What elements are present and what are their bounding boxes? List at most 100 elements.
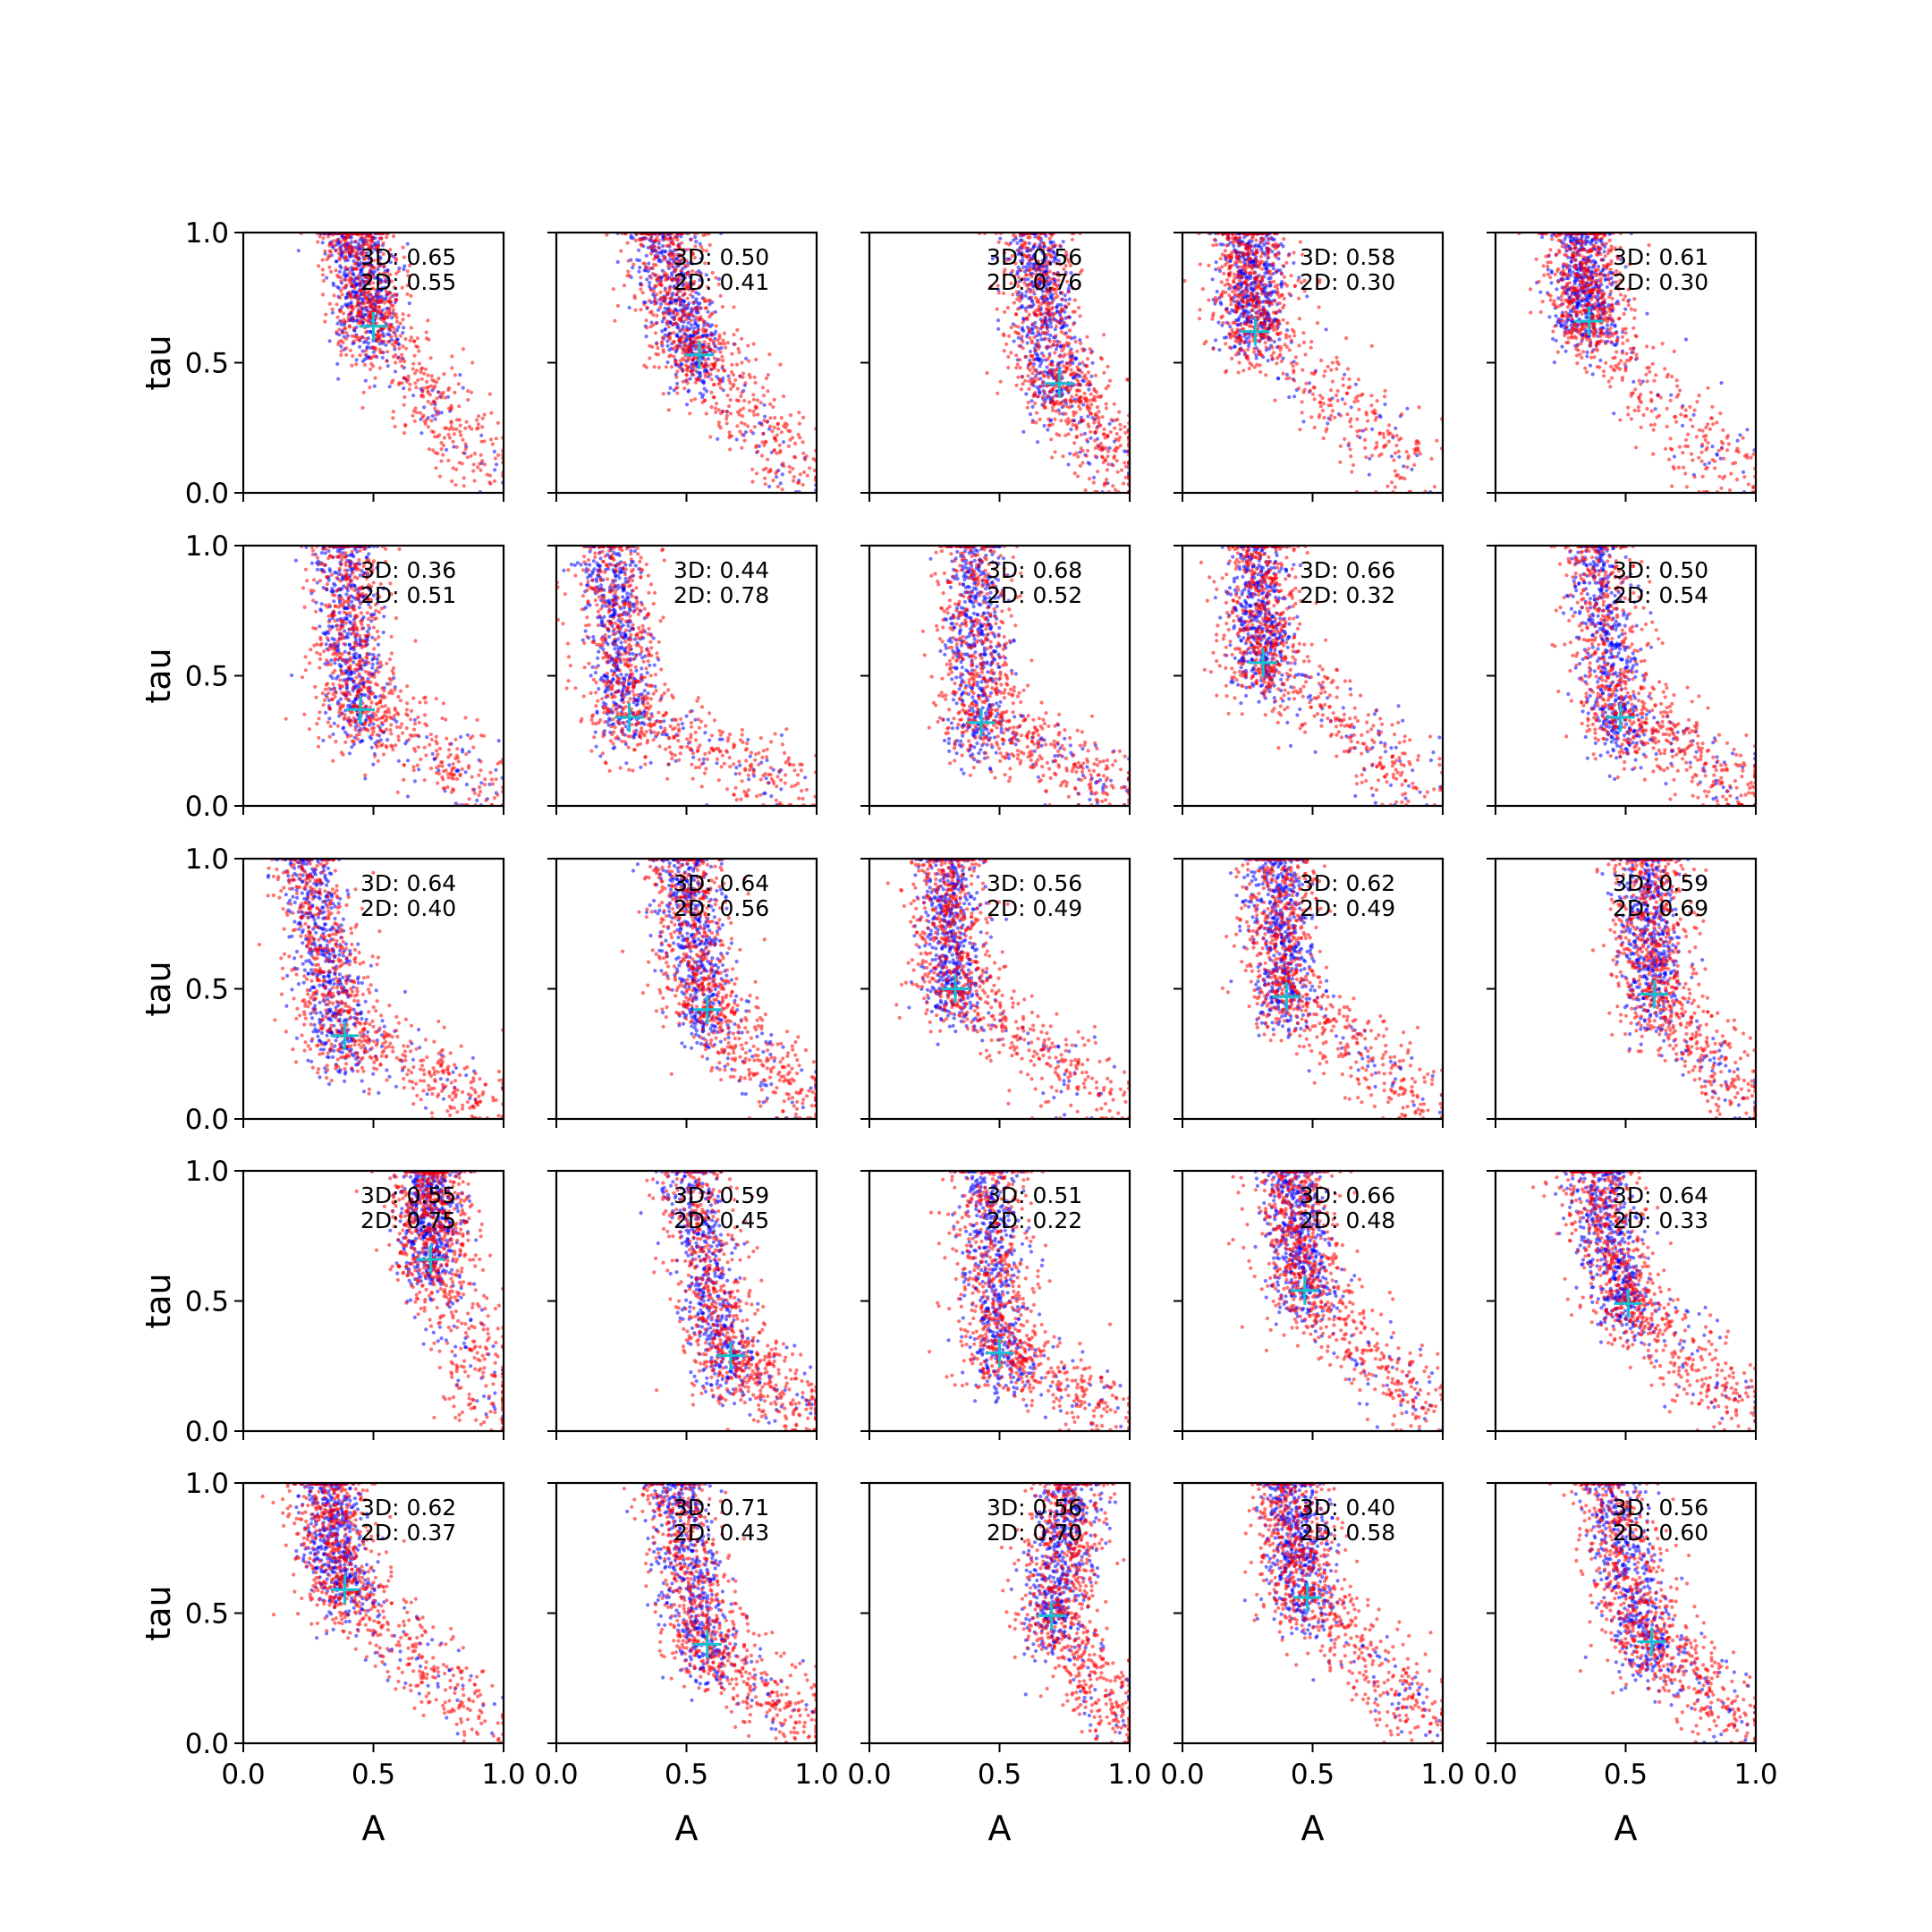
red-point xyxy=(1106,454,1110,459)
red-point xyxy=(760,386,766,390)
red-point xyxy=(1248,360,1252,365)
red-point xyxy=(1048,362,1053,367)
red-point xyxy=(631,262,636,267)
red-point xyxy=(651,323,656,327)
blue-point xyxy=(1277,337,1282,342)
red-point xyxy=(622,284,627,288)
red-point xyxy=(1248,257,1252,261)
red-point xyxy=(1335,398,1340,402)
red-point xyxy=(367,272,371,276)
red-point xyxy=(654,284,658,288)
red-point xyxy=(1233,260,1238,265)
red-point xyxy=(1309,339,1314,344)
red-point xyxy=(1235,329,1240,334)
red-point xyxy=(1021,261,1025,266)
red-point xyxy=(773,436,777,441)
red-point xyxy=(758,401,763,405)
red-point xyxy=(1030,322,1035,326)
red-point xyxy=(716,282,721,286)
red-point xyxy=(1074,388,1079,393)
red-point xyxy=(1416,449,1420,453)
red-point xyxy=(429,402,434,406)
red-point xyxy=(1334,394,1339,398)
red-point xyxy=(639,287,643,292)
blue-point xyxy=(663,306,667,310)
red-point xyxy=(1298,428,1302,432)
red-point xyxy=(382,339,386,343)
red-point xyxy=(1223,249,1227,253)
red-point xyxy=(1053,402,1057,406)
red-point xyxy=(339,352,343,358)
red-point xyxy=(1050,422,1055,427)
blue-point xyxy=(1055,305,1059,309)
red-point xyxy=(1036,343,1040,348)
red-point xyxy=(1072,453,1076,457)
red-point xyxy=(708,348,712,352)
red-point xyxy=(330,307,335,311)
red-point xyxy=(426,425,430,429)
red-point xyxy=(1075,349,1080,353)
red-point xyxy=(1267,236,1272,241)
red-point xyxy=(1071,423,1075,428)
red-point xyxy=(1019,267,1023,273)
red-point xyxy=(454,418,459,422)
red-point xyxy=(1198,262,1202,267)
red-point xyxy=(637,237,641,242)
red-point xyxy=(1309,345,1313,350)
red-point xyxy=(1038,312,1043,317)
red-point xyxy=(674,313,679,318)
red-point xyxy=(709,377,714,382)
red-point xyxy=(1400,412,1404,417)
red-point xyxy=(1237,275,1241,280)
red-point xyxy=(655,235,659,240)
red-point xyxy=(1062,403,1066,408)
blue-point xyxy=(351,272,355,276)
red-point xyxy=(1346,386,1351,390)
red-point xyxy=(657,238,662,242)
blue-point xyxy=(996,287,1001,292)
blue-point xyxy=(1389,454,1394,459)
red-point xyxy=(1082,391,1087,395)
red-point xyxy=(682,287,687,292)
red-point xyxy=(1204,339,1208,343)
red-point xyxy=(391,416,395,420)
red-point xyxy=(792,454,797,459)
red-point xyxy=(690,358,695,362)
red-point xyxy=(1247,324,1251,328)
red-point xyxy=(1298,240,1302,244)
red-point xyxy=(344,346,349,351)
red-point xyxy=(1035,370,1039,375)
red-point xyxy=(396,269,401,274)
blue-point xyxy=(394,328,400,333)
red-point xyxy=(402,402,406,407)
red-point xyxy=(437,390,442,394)
blue-point xyxy=(320,241,325,245)
red-point xyxy=(403,336,408,342)
blue-point xyxy=(658,301,664,306)
red-point xyxy=(1032,379,1037,384)
red-point xyxy=(647,299,652,303)
red-point xyxy=(1263,309,1267,314)
red-point xyxy=(349,250,353,255)
red-point xyxy=(691,300,696,304)
red-point xyxy=(1051,405,1055,410)
red-point xyxy=(784,422,790,427)
red-point xyxy=(703,306,708,310)
red-point xyxy=(611,287,615,292)
red-point xyxy=(1257,265,1261,269)
red-point xyxy=(387,309,392,314)
red-point xyxy=(369,367,373,371)
red-point xyxy=(1102,432,1106,436)
blue-point xyxy=(1397,454,1402,459)
red-point xyxy=(682,309,687,314)
red-point xyxy=(389,279,394,284)
red-point xyxy=(453,390,457,394)
red-point xyxy=(350,283,354,287)
red-point xyxy=(1047,390,1053,394)
red-point xyxy=(664,365,669,369)
red-point xyxy=(407,387,411,392)
blue-point xyxy=(1041,384,1046,388)
red-point xyxy=(401,318,405,322)
red-point xyxy=(406,313,411,318)
red-point xyxy=(1233,288,1238,292)
